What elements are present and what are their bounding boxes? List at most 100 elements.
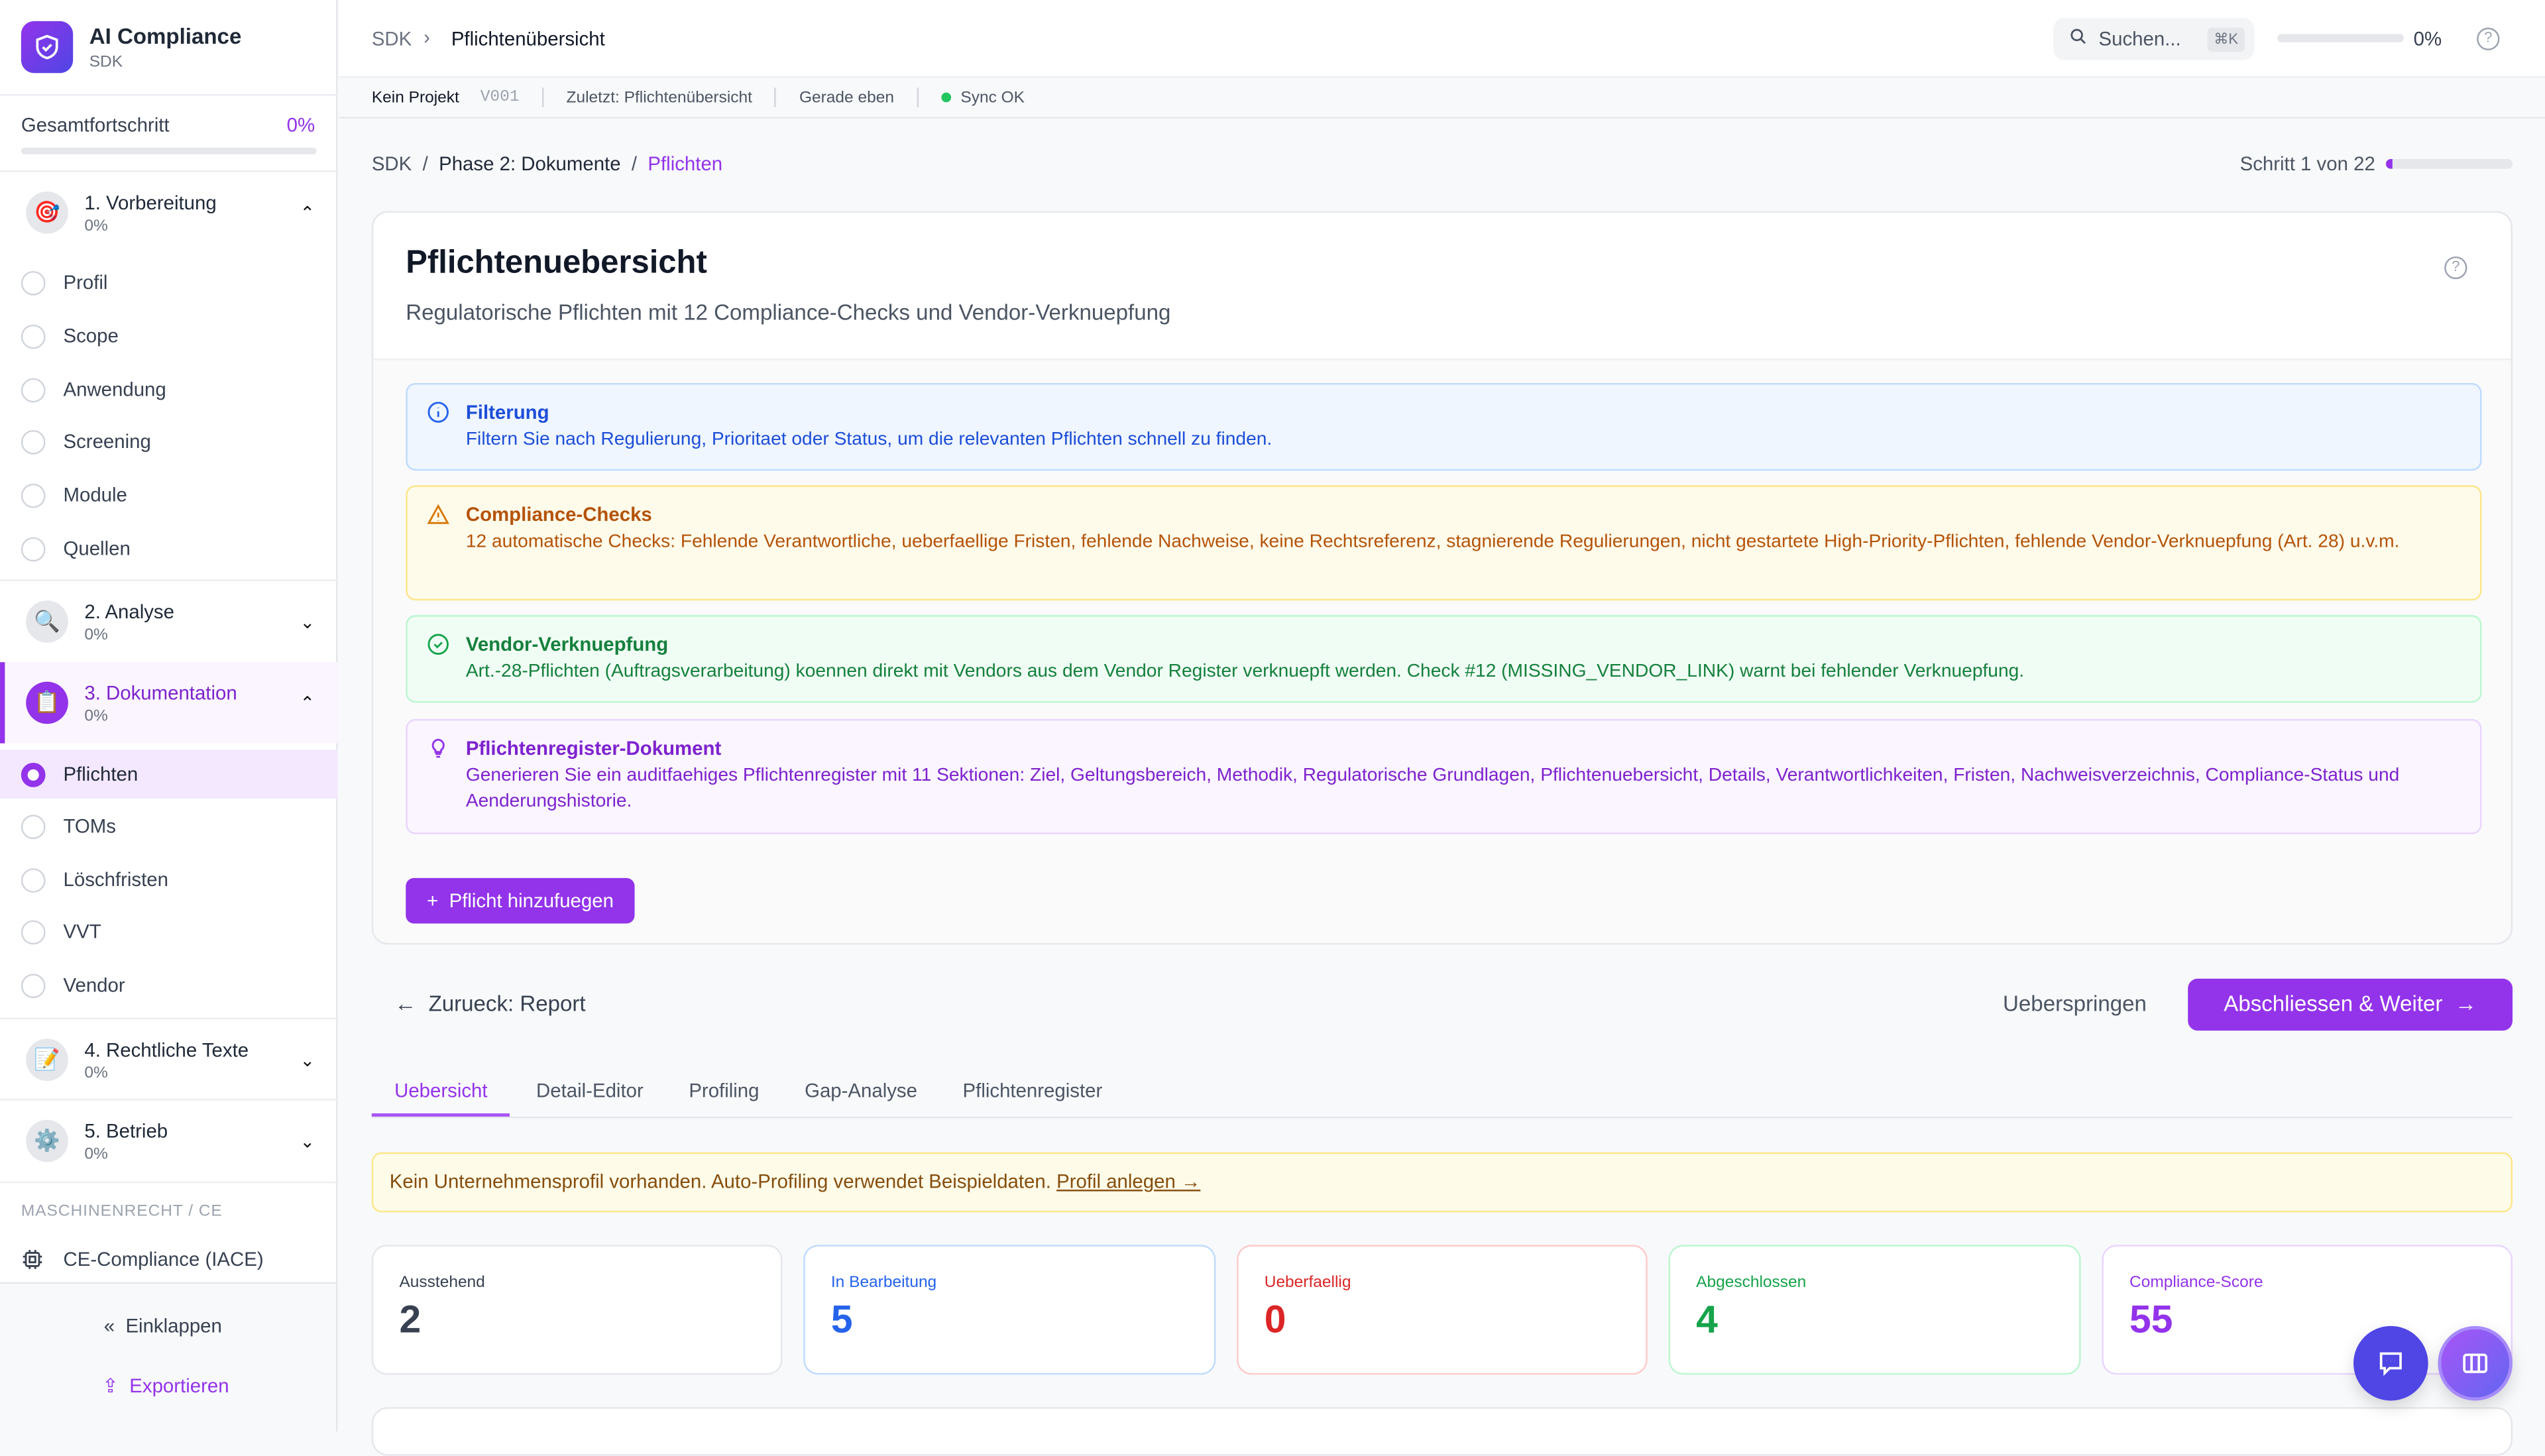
info-text: Filtern Sie nach Regulierung, Prioritaet… [465, 429, 1272, 449]
breadcrumb-root[interactable]: SDK [371, 152, 412, 176]
radio-active-icon [21, 761, 46, 787]
sidebar-item-module[interactable]: Module [0, 471, 337, 519]
section-title: 2. Analyse [84, 599, 174, 623]
circle-icon [21, 323, 46, 349]
topbar-crumb-root[interactable]: SDK [371, 27, 412, 50]
tab-gap-analyse[interactable]: Gap-Analyse [805, 1079, 917, 1102]
stat-value: 0 [1264, 1298, 1286, 1343]
circle-icon [21, 973, 46, 997]
section-analyse[interactable]: 🔍 2. Analyse 0% ⌄ [0, 581, 337, 662]
panel-toggle-button[interactable] [2438, 1325, 2513, 1401]
page-title: Pflichtenuebersicht [406, 245, 707, 281]
item-label: Module [63, 483, 127, 507]
sidebar-item-quellen[interactable]: Quellen [0, 524, 337, 573]
lightbulb-icon [431, 738, 445, 758]
complete-next-button[interactable]: Abschliessen & Weiter → [2188, 978, 2513, 1031]
sidebar-item-pflichten[interactable]: Pflichten [0, 750, 338, 799]
back-button[interactable]: ← Zurueck: Report [394, 991, 586, 1016]
tab-detail-editor[interactable]: Detail-Editor [536, 1079, 644, 1102]
app-title: AI Compliance [89, 24, 242, 49]
section-rechtliche-texte[interactable]: 📝 4. Rechtliche Texte 0% ⌄ [0, 1019, 337, 1100]
info-text: Art.-28-Pflichten (Auftragsverarbeitung)… [465, 661, 2025, 681]
info-icon [427, 402, 449, 423]
add-obligation-button[interactable]: + Pflicht hinzufuegen [406, 877, 635, 924]
project-name: Kein Projekt [371, 88, 459, 107]
sidebar-item-vvt[interactable]: VVT [0, 907, 337, 956]
circle-icon [21, 429, 46, 454]
skip-button[interactable]: Ueberspringen [2003, 991, 2147, 1017]
stat-label: In Bearbeitung [830, 1274, 937, 1292]
section-betrieb[interactable]: ⚙️ 5. Betrieb 0% ⌄ [0, 1100, 337, 1181]
section-progress: 0% [84, 1145, 108, 1163]
circle-icon [21, 377, 46, 402]
chevron-down-icon: ⌄ [300, 612, 315, 632]
chevron-up-icon: ⌃ [300, 693, 315, 714]
tab-uebersicht[interactable]: Uebersicht [371, 1065, 510, 1117]
sidebar-item-ce-compliance[interactable]: CE-Compliance (IACE) [0, 1235, 337, 1284]
sidebar-item-screening[interactable]: Screening [0, 417, 337, 465]
target-icon: 🎯 [26, 191, 68, 234]
clipboard-icon: 📋 [26, 681, 68, 724]
tab-pflichtenregister[interactable]: Pflichtenregister [962, 1079, 1103, 1102]
sidebar-item-toms[interactable]: TOMs [0, 802, 337, 850]
info-title: Vendor-Verknuepfung [465, 633, 669, 656]
stat-value: 5 [830, 1298, 853, 1343]
item-label: CE-Compliance (IACE) [63, 1248, 264, 1271]
chevron-down-icon: ⌄ [300, 1132, 315, 1152]
section-progress: 0% [84, 1064, 108, 1082]
chevron-up-icon: ⌃ [300, 203, 315, 223]
section-vorbereitung[interactable]: 🎯 1. Vorbereitung 0% ⌃ [0, 172, 337, 253]
search-input[interactable]: Suchen... ⌘K [2053, 17, 2255, 60]
create-profile-link[interactable]: Profil anlegen → [1056, 1170, 1201, 1194]
circle-icon [21, 919, 46, 944]
item-label: Löschfristen [63, 868, 168, 891]
sync-status-dot [940, 92, 951, 103]
warning-icon [427, 504, 449, 524]
shield-logo-icon [21, 21, 74, 74]
item-label: Screening [63, 429, 151, 453]
item-label: Vendor [63, 974, 125, 997]
upload-icon: ⇪ [102, 1374, 119, 1398]
version-label: V001 [480, 88, 520, 107]
magnifier-icon: 🔍 [26, 600, 68, 643]
sidebar-item-profil[interactable]: Profil [0, 258, 337, 306]
machine-section-label: MASCHINENRECHT / CE [21, 1202, 223, 1221]
add-button-label: Pflicht hinzufuegen [449, 889, 614, 913]
top-bar: SDK › Pflichtenübersicht Suchen... ⌘K 0%… [339, 0, 2545, 78]
sidebar-item-loeschfristen[interactable]: Löschfristen [0, 856, 337, 904]
top-progress-bar [2277, 34, 2404, 42]
section-progress: 0% [84, 706, 108, 725]
help-icon[interactable]: ? [2477, 27, 2500, 50]
item-label: Pflichten [63, 763, 139, 786]
search-icon [2069, 28, 2087, 50]
info-text: 12 automatische Checks: Fehlende Verantw… [465, 532, 2400, 551]
chevron-right-icon: › [424, 26, 430, 49]
last-saved-time: Gerade eben [799, 88, 894, 107]
section-dokumentation[interactable]: 📋 3. Dokumentation 0% ⌃ [0, 662, 338, 744]
overall-progress-bar [21, 147, 317, 154]
chat-button[interactable] [2353, 1325, 2428, 1401]
help-icon[interactable]: ? [2444, 256, 2467, 280]
sidebar-item-anwendung[interactable]: Anwendung [0, 365, 337, 414]
collapse-button[interactable]: « Einklappen [104, 1315, 222, 1337]
info-box-filterung: Filterung Filtern Sie nach Regulierung, … [406, 382, 2482, 471]
gear-icon: ⚙️ [26, 1119, 68, 1162]
circle-icon [21, 482, 46, 508]
breadcrumb-phase[interactable]: Phase 2: Dokumente [439, 152, 621, 176]
section-title: 3. Dokumentation [84, 681, 237, 704]
profile-warning-banner: Kein Unternehmensprofil vorhanden. Auto-… [371, 1152, 2513, 1213]
stat-label: Compliance-Score [2129, 1274, 2263, 1292]
section-title: 1. Vorbereitung [84, 190, 217, 214]
stat-value: 2 [399, 1298, 422, 1343]
chip-icon [21, 1248, 46, 1270]
info-box-compliance-checks: Compliance-Checks 12 automatische Checks… [406, 485, 2482, 601]
tab-profiling[interactable]: Profiling [689, 1079, 760, 1102]
export-button[interactable]: ⇪ Exportieren [102, 1374, 229, 1397]
sidebar-item-scope[interactable]: Scope [0, 311, 337, 360]
circle-icon [21, 867, 46, 892]
arrow-left-icon: ← [394, 991, 417, 1017]
item-label: Profil [63, 270, 108, 294]
sidebar-item-vendor[interactable]: Vendor [0, 961, 337, 1009]
topbar-crumb-current: Pflichtenübersicht [451, 27, 605, 50]
arrow-right-icon: → [2454, 991, 2477, 1017]
